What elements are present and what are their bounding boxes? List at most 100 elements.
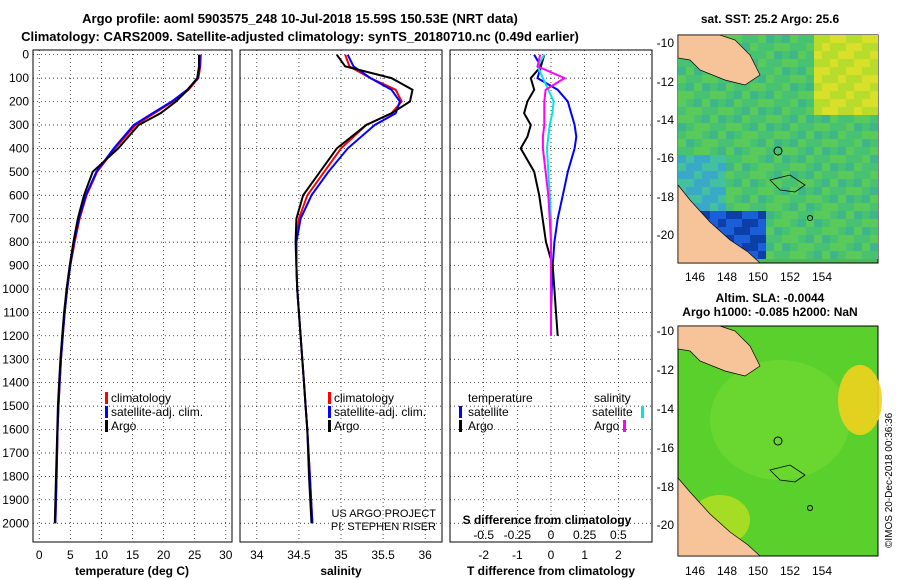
- sst-cell: [702, 139, 710, 147]
- sst-cell: [798, 147, 806, 155]
- sst-cell: [750, 107, 758, 115]
- australia-landmass: [677, 477, 761, 557]
- sst-cell: [830, 227, 838, 235]
- map-axes: 146 146 148 148 150 150 152 152 154 154 -10 -12 -14 -…: [657, 36, 833, 578]
- sst-cell: [694, 75, 702, 83]
- x-tick-label: 35.5: [371, 548, 395, 562]
- sst-cell: [750, 147, 758, 155]
- sst-cell: [870, 155, 878, 163]
- sst-cell: [766, 179, 774, 187]
- sst-cell: [822, 155, 830, 163]
- sst-cell: [846, 67, 854, 75]
- sst-cell: [862, 211, 870, 219]
- sst-cell: [758, 83, 766, 91]
- sst-cell: [822, 179, 830, 187]
- sst-map: [677, 34, 879, 264]
- sst-cell: [734, 211, 742, 219]
- papua-landmass: [677, 325, 761, 377]
- sst-cell: [758, 67, 766, 75]
- sst-cell: [774, 43, 782, 51]
- sst-cell: [726, 99, 734, 107]
- sst-cell: [838, 187, 846, 195]
- sst-cell: [806, 51, 814, 59]
- sst-cell: [846, 219, 854, 227]
- sst-cell: [678, 91, 686, 99]
- sst-cell: [830, 51, 838, 59]
- sst-cell: [774, 67, 782, 75]
- sst-cell: [718, 91, 726, 99]
- x-tick-label: 36: [418, 548, 432, 562]
- sst-cell: [814, 179, 822, 187]
- sst-cell: [774, 251, 782, 259]
- sst-cell: [686, 107, 694, 115]
- sst-cell: [870, 203, 878, 211]
- sst-cell: [758, 51, 766, 59]
- legend-satellite-label: satellite-adj. clim.: [111, 405, 203, 419]
- credit-line-1: US ARGO PROJECT: [331, 508, 436, 520]
- sst-cell: [806, 107, 814, 115]
- sst-cell: [742, 211, 750, 219]
- sst-cell: [862, 59, 870, 67]
- sst-cell: [774, 195, 782, 203]
- sst-cell: [734, 219, 742, 227]
- sst-cell: [790, 139, 798, 147]
- sst-cell: [806, 227, 814, 235]
- sst-cell: [678, 179, 686, 187]
- sst-cell: [702, 123, 710, 131]
- sst-cell: [822, 219, 830, 227]
- sst-cell: [870, 107, 878, 115]
- sst-cell: [798, 251, 806, 259]
- sst-cell: [862, 75, 870, 83]
- depth-tick-label: 500: [9, 165, 29, 179]
- sst-cell: [774, 163, 782, 171]
- sst-cell: [870, 131, 878, 139]
- sst-cell: [774, 235, 782, 243]
- sst-cell: [782, 67, 790, 75]
- sst-cell: [710, 211, 718, 219]
- sst-cell: [822, 99, 830, 107]
- sst-cell: [830, 107, 838, 115]
- sst-cell: [678, 163, 686, 171]
- sst-cell: [726, 83, 734, 91]
- sst-cell: [686, 75, 694, 83]
- sst-cell: [758, 59, 766, 67]
- sst-cell: [822, 235, 830, 243]
- temperature-legend: climatology satellite-adj. clim. Argo: [105, 391, 203, 433]
- sst-cell: [710, 219, 718, 227]
- map-top-lon-tick: 146: [685, 270, 705, 284]
- sst-cell: [838, 123, 846, 131]
- sst-cell: [742, 107, 750, 115]
- sst-cell: [678, 131, 686, 139]
- sst-cell: [782, 227, 790, 235]
- sst-cell: [814, 35, 822, 43]
- sst-cell: [830, 99, 838, 107]
- sst-cell: [718, 139, 726, 147]
- sst-cell: [750, 251, 758, 259]
- sst-cell: [798, 243, 806, 251]
- sst-cell: [710, 83, 718, 91]
- sst-cell: [814, 99, 822, 107]
- sst-cell: [774, 227, 782, 235]
- sst-cell: [694, 179, 702, 187]
- sst-cell: [854, 131, 862, 139]
- sst-cell: [870, 35, 878, 43]
- map-top-title: sat. SST: 25.2 Argo: 25.6: [701, 12, 840, 26]
- sst-cell: [862, 115, 870, 123]
- sst-cell: [782, 35, 790, 43]
- sst-cell: [718, 179, 726, 187]
- sst-cell: [734, 227, 742, 235]
- sst-cell: [870, 91, 878, 99]
- diff-legend-sal-satellite-swatch: [641, 406, 644, 418]
- series-line-argo: [294, 54, 414, 524]
- sst-cell: [822, 131, 830, 139]
- sst-cell: [798, 43, 806, 51]
- sst-cell: [774, 219, 782, 227]
- sst-cell: [734, 179, 742, 187]
- sst-cell: [838, 203, 846, 211]
- legend-argo-swatch: [328, 420, 331, 432]
- sst-cell: [838, 251, 846, 259]
- sst-cell: [758, 115, 766, 123]
- sst-cell: [830, 171, 838, 179]
- sst-cell: [838, 43, 846, 51]
- sst-cell: [710, 91, 718, 99]
